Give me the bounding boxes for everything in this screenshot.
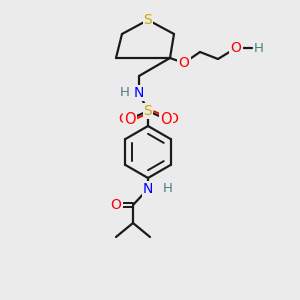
Text: N: N bbox=[143, 182, 153, 196]
Text: S: S bbox=[144, 104, 152, 118]
Text: O: O bbox=[160, 112, 172, 127]
Text: O: O bbox=[111, 198, 122, 212]
Text: H: H bbox=[254, 41, 264, 55]
Text: N: N bbox=[134, 86, 144, 100]
Text: O: O bbox=[178, 56, 189, 70]
Text: O: O bbox=[167, 112, 178, 126]
Text: S: S bbox=[144, 13, 152, 27]
Text: H: H bbox=[163, 182, 173, 196]
Text: O: O bbox=[124, 112, 136, 127]
Text: O: O bbox=[118, 112, 129, 126]
Text: H: H bbox=[120, 86, 130, 100]
Text: O: O bbox=[231, 41, 242, 55]
